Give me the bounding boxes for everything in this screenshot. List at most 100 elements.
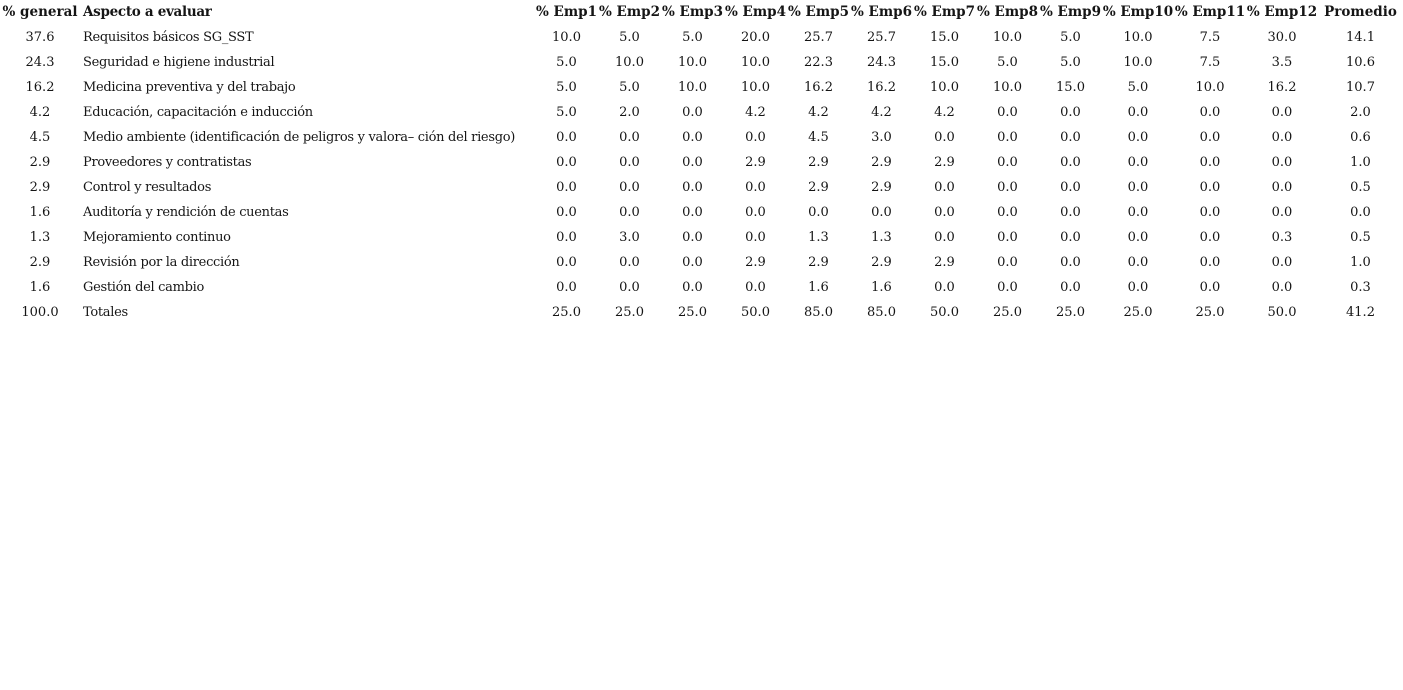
column-header: % Emp10 (1102, 4, 1174, 20)
column-header: % Emp4 (725, 4, 786, 20)
value-cell: 0.0 (1271, 130, 1293, 145)
value-cell: 2.9 (808, 255, 829, 270)
value-cell: 0.0 (619, 255, 640, 270)
aspect-cell: Revisión por la dirección (83, 255, 240, 270)
column-header: % Emp2 (599, 4, 660, 20)
value-cell: 4.2 (808, 105, 829, 120)
value-cell: 0.0 (1127, 130, 1149, 145)
value-cell: 1.6 (29, 280, 51, 295)
value-cell: 20.0 (741, 30, 770, 45)
value-cell: 16.2 (1267, 80, 1297, 95)
value-cell: 0.0 (619, 130, 640, 145)
column-header: % Emp12 (1246, 4, 1318, 20)
value-cell: 1.0 (1350, 155, 1371, 170)
value-cell: 25.0 (993, 305, 1022, 320)
value-cell: 16.2 (25, 80, 55, 95)
value-cell: 85.0 (804, 305, 833, 320)
value-cell: 0.0 (934, 205, 955, 220)
value-cell: 10.0 (678, 80, 707, 95)
value-cell: 5.0 (682, 30, 703, 45)
value-cell: 0.0 (1127, 230, 1149, 245)
value-cell: 2.9 (745, 155, 766, 170)
header-row: % general Aspecto a evaluar% Emp1% Emp2% … (0, 0, 1403, 25)
value-cell: 24.3 (867, 55, 896, 70)
value-cell: 4.2 (745, 105, 766, 120)
aspect-cell: Proveedores y contratistas (83, 155, 252, 170)
value-cell: 5.0 (619, 30, 640, 45)
value-cell: 1.6 (29, 205, 51, 220)
value-cell: 0.0 (1350, 205, 1371, 220)
value-cell: 0.0 (1199, 205, 1221, 220)
value-cell: 10.0 (741, 80, 770, 95)
aspect-cell: Auditoría y rendición de cuentas (83, 205, 289, 220)
aspect-cell: Educación, capacitación e inducción (83, 105, 313, 120)
value-cell: 0.0 (682, 155, 703, 170)
value-cell: 85.0 (867, 305, 896, 320)
value-cell: 10.0 (678, 55, 707, 70)
value-cell: 0.0 (745, 130, 766, 145)
table-header: % general Aspecto a evaluar% Emp1% Emp2% … (0, 0, 1403, 25)
value-cell: 7.5 (1199, 30, 1221, 45)
table-row: 37.6 Requisitos básicos SG_SST 10.0 5.0 5.0 2… (0, 25, 1403, 50)
table-row: 2.9 Control y resultados 0.0 0.0 0.0 0.0 2.9 2.… (0, 175, 1403, 200)
value-cell: 0.0 (556, 230, 577, 245)
value-cell: 50.0 (930, 305, 959, 320)
value-cell: 22.3 (804, 55, 833, 70)
value-cell: 2.9 (29, 255, 51, 270)
value-cell: 16.2 (804, 80, 833, 95)
value-cell: 2.9 (934, 155, 955, 170)
column-header: % Emp7 (914, 4, 975, 20)
table-row: 1.6 Gestión del cambio 0.0 0.0 0.0 0.0 1.6 1.6 0… (0, 275, 1403, 300)
value-cell: 0.0 (997, 205, 1018, 220)
value-cell: 3.0 (619, 230, 640, 245)
value-cell: 0.0 (997, 105, 1018, 120)
value-cell: 0.0 (1127, 155, 1149, 170)
value-cell: 0.0 (682, 180, 703, 195)
column-header: % Emp5 (788, 4, 849, 20)
value-cell: 0.0 (682, 255, 703, 270)
value-cell: 0.5 (1350, 180, 1371, 195)
value-cell: 0.0 (682, 205, 703, 220)
value-cell: 10.7 (1346, 80, 1375, 95)
value-cell: 0.0 (997, 255, 1018, 270)
value-cell: 0.0 (1199, 155, 1221, 170)
value-cell: 0.0 (997, 280, 1018, 295)
value-cell: 0.0 (1127, 255, 1149, 270)
value-cell: 1.6 (871, 280, 892, 295)
value-cell: 0.0 (745, 230, 766, 245)
value-cell: 25.0 (1123, 305, 1153, 320)
value-cell: 100.0 (21, 305, 59, 320)
value-cell: 5.0 (556, 105, 577, 120)
value-cell: 25.0 (615, 305, 644, 320)
value-cell: 0.0 (1127, 280, 1149, 295)
value-cell: 14.1 (1346, 30, 1375, 45)
value-cell: 5.0 (1127, 80, 1149, 95)
value-cell: 4.5 (808, 130, 829, 145)
value-cell: 0.0 (682, 105, 703, 120)
value-cell: 0.0 (1060, 105, 1081, 120)
value-cell: 3.5 (1271, 55, 1293, 70)
column-header: % Emp9 (1040, 4, 1101, 20)
value-cell: 0.0 (682, 130, 703, 145)
value-cell: 25.0 (1056, 305, 1085, 320)
column-header: % Emp8 (977, 4, 1038, 20)
value-cell: 10.0 (615, 55, 644, 70)
value-cell: 4.5 (29, 130, 51, 145)
column-header: % Emp3 (662, 4, 723, 20)
value-cell: 10.6 (1346, 55, 1375, 70)
value-cell: 0.0 (1199, 180, 1221, 195)
value-cell: 0.0 (934, 180, 955, 195)
value-cell: 24.3 (25, 55, 55, 70)
table-row: 24.3 Seguridad e higiene industrial 5.0 10.… (0, 50, 1403, 75)
value-cell: 2.9 (745, 255, 766, 270)
aspect-cell: Requisitos básicos SG_SST (83, 30, 254, 45)
value-cell: 0.0 (745, 205, 766, 220)
value-cell: 10.0 (930, 80, 959, 95)
aspect-cell: Totales (83, 305, 128, 320)
value-cell: 2.0 (619, 105, 640, 120)
value-cell: 37.6 (25, 30, 55, 45)
value-cell: 0.0 (1199, 255, 1221, 270)
value-cell: 4.2 (871, 105, 892, 120)
table-row: 4.5 Medio ambiente (identificación de pel… (0, 125, 1403, 150)
value-cell: 0.0 (619, 155, 640, 170)
